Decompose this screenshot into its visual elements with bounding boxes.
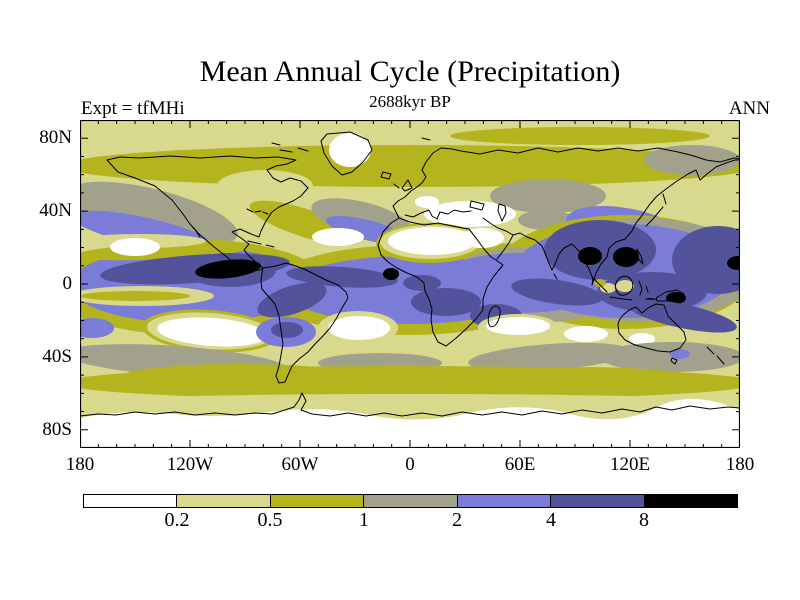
colorbar-label-0: 0.2: [164, 509, 190, 531]
lon-tick-label-120w: 120W: [166, 454, 214, 475]
lon-tick-label-0: 0: [405, 454, 415, 475]
lat-tick-label-0: 0: [62, 273, 73, 294]
lon-tick-label-180w: 180: [65, 454, 95, 475]
colorbar-cell-0: [84, 495, 178, 507]
lat-tick-label-40n: 40N: [39, 200, 72, 221]
lat-tick-label-80n: 80N: [39, 127, 72, 148]
lon-tick-label-180e: 180: [725, 454, 755, 475]
map-plot-area: [80, 120, 740, 448]
lon-tick-label-120e: 120E: [609, 454, 651, 475]
precipitation-fill-layer: [80, 120, 740, 448]
colorbar-cell-6: [644, 495, 737, 507]
coastline-layer: [80, 131, 740, 417]
colorbar-cell-4: [457, 495, 552, 507]
world-precipitation-map: [80, 120, 740, 448]
colorbar-cell-2: [270, 495, 365, 507]
map-frame: [80, 120, 740, 448]
colorbar-cell-3: [364, 495, 458, 507]
lon-tick-label-60e: 60E: [504, 454, 536, 475]
plot-title: Mean Annual Cycle (Precipitation): [199, 55, 621, 88]
colorbar-label-4: 4: [546, 509, 556, 531]
colorbar-label-5: 8: [639, 509, 649, 531]
lat-tick-label-40s: 40S: [42, 346, 72, 367]
colorbar-label-3: 2: [452, 509, 462, 531]
colorbar: [83, 494, 738, 508]
colorbar-cell-5: [551, 495, 645, 507]
colorbar-label-1: 0.5: [257, 509, 283, 531]
lon-tick-label-60w: 60W: [281, 454, 319, 475]
colorbar-cell-1: [177, 495, 271, 507]
experiment-label: Expt = tfMHi: [81, 98, 185, 119]
colorbar-label-2: 1: [359, 509, 369, 531]
plot-subtitle: 2688kyr BP: [369, 92, 451, 111]
season-label: ANN: [728, 98, 770, 119]
lat-tick-label-80s: 80S: [42, 419, 72, 440]
